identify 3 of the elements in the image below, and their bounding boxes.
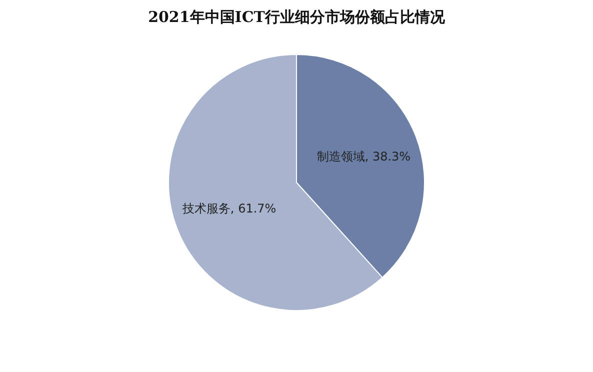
- slice-label: 制造领域, 38.3%: [316, 150, 411, 164]
- slice-label: 技术服务, 61.7%: [181, 201, 276, 216]
- chart-title: 2021年中国ICT行业细分市场份额占比情况: [148, 8, 446, 26]
